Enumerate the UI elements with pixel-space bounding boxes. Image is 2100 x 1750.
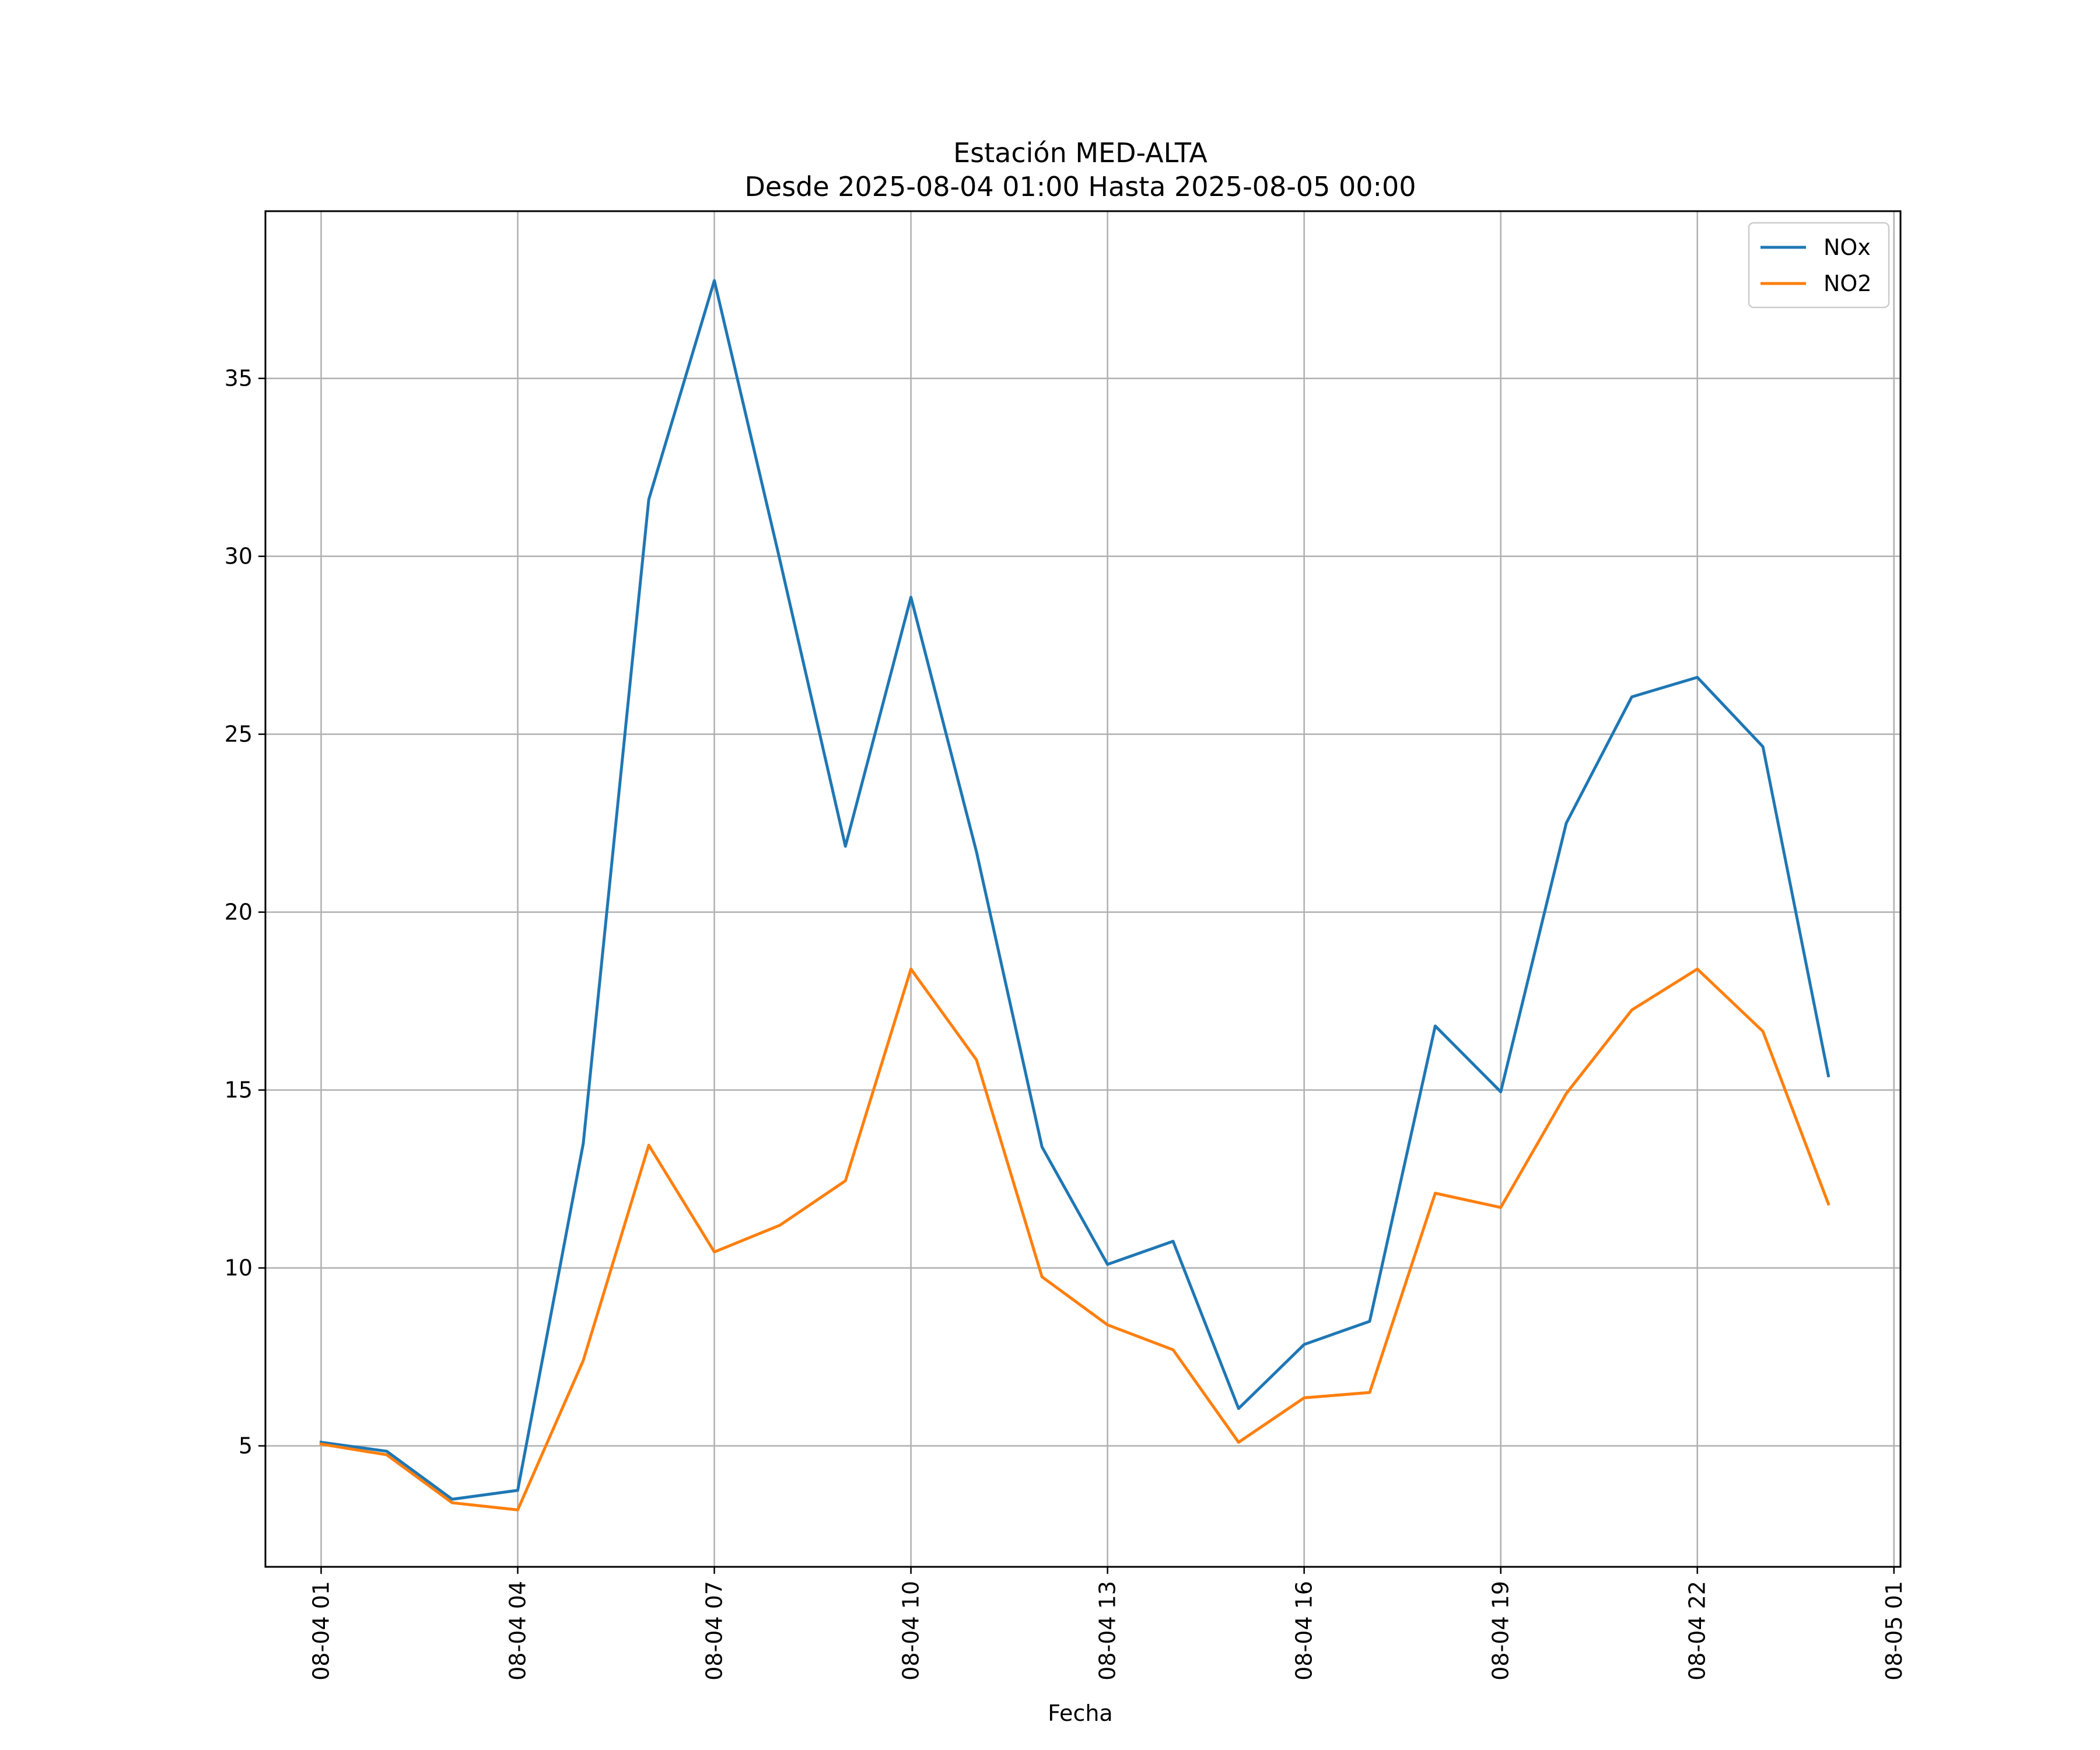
x-tick-label: 08-04 04 xyxy=(505,1581,531,1681)
series-line-no2 xyxy=(319,967,1831,1511)
x-tick-label: 08-04 19 xyxy=(1488,1581,1514,1681)
plot-area-frame xyxy=(264,210,1902,1568)
series-line-nox xyxy=(319,279,1831,1501)
y-tick-label: 15 xyxy=(225,1077,253,1103)
x-tick-label: 08-05 01 xyxy=(1881,1581,1907,1681)
legend-label-no2: NO2 xyxy=(1824,271,1872,296)
legend: NOx NO2 xyxy=(1748,222,1890,309)
x-axis-label: Fecha xyxy=(1048,1700,1112,1726)
axis-ticks: 08-04 01 08-04 04 08-04 07 08-04 10 08-04 13… xyxy=(225,366,1907,1681)
x-tick-label: 08-04 10 xyxy=(898,1581,924,1681)
x-tick-label: 08-04 13 xyxy=(1095,1581,1121,1681)
y-tick-label: 5 xyxy=(239,1433,253,1459)
x-tick-label: 08-04 01 xyxy=(308,1581,334,1681)
x-tick-label: 08-04 16 xyxy=(1292,1581,1317,1681)
series-lines xyxy=(319,279,1831,1511)
y-tick-label: 30 xyxy=(225,544,253,569)
y-tick-label: 35 xyxy=(225,366,253,391)
legend-box xyxy=(1748,222,1890,309)
x-tick-label: 08-04 07 xyxy=(702,1581,727,1681)
y-tick-label: 20 xyxy=(225,900,253,925)
chart-subtitle: Desde 2025-08-04 01:00 Hasta 2025-08-05 … xyxy=(744,171,1416,202)
legend-label-nox: NOx xyxy=(1824,235,1871,260)
chart-title: Estación MED-ALTA xyxy=(953,137,1208,169)
x-tick-label: 08-04 22 xyxy=(1685,1581,1710,1681)
y-tick-label: 25 xyxy=(225,722,253,747)
grid xyxy=(265,211,1901,1567)
y-tick-label: 10 xyxy=(225,1255,253,1281)
